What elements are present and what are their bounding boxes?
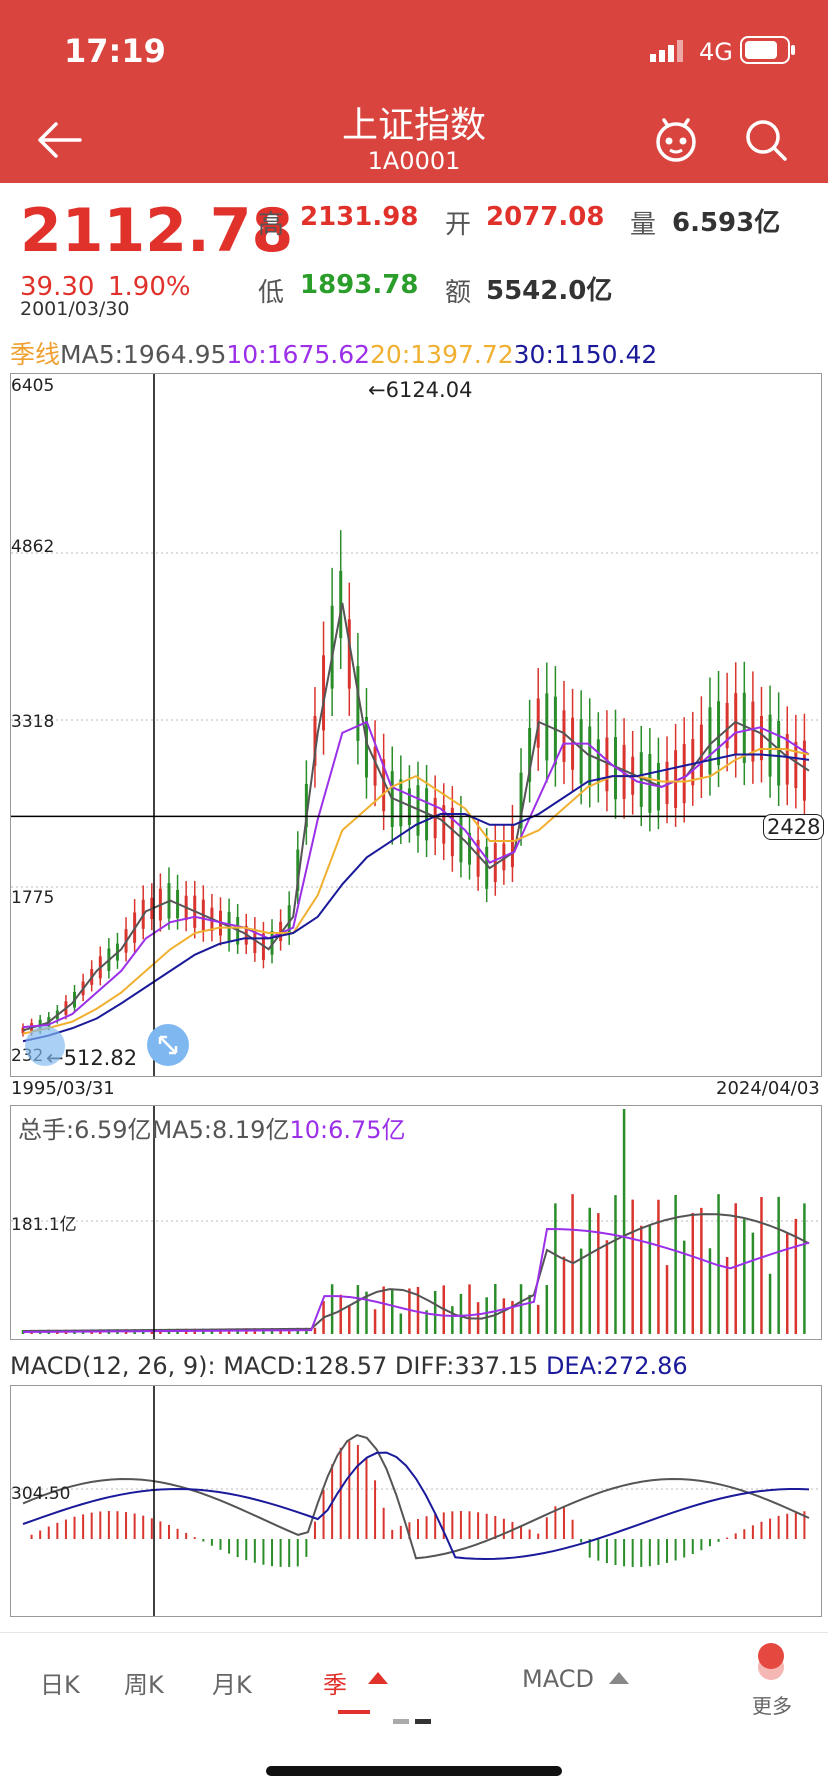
page-dot-2 (415, 1719, 431, 1724)
macd-params: MACD(12, 26, 9): (10, 1352, 216, 1380)
y-label-4: 1775 (11, 888, 55, 908)
tab-day-k[interactable]: 日K (40, 1671, 80, 1699)
diff-value: DIFF:337.15 (394, 1352, 539, 1380)
range-end-date: 2024/04/03 (716, 1078, 820, 1099)
search-icon[interactable] (744, 118, 788, 162)
amount-label: 额 (445, 278, 472, 308)
expand-icon[interactable] (147, 1024, 189, 1066)
battery-icon (740, 36, 795, 64)
tab-indicator-macd[interactable]: MACD (522, 1665, 594, 1693)
volume-ma5: MA5:8.19亿 (151, 1116, 290, 1144)
volume-ma10: 10:6.75亿 (289, 1116, 406, 1144)
quote-date: 2001/03/30 (20, 298, 130, 320)
macd-svg (11, 1386, 821, 1616)
macd-value: MACD:128.57 (223, 1352, 388, 1380)
back-arrow-icon[interactable] (36, 120, 84, 160)
y-label-2: 4862 (11, 537, 55, 557)
macd-legend: MACD(12, 26, 9): MACD:128.57 DIFF:337.15… (10, 1352, 688, 1380)
tab-month-k[interactable]: 月K (212, 1671, 252, 1699)
ma10-value: 10:1675.62 (226, 340, 371, 369)
y-label-3: 3318 (11, 712, 55, 732)
active-tab-underline (338, 1710, 370, 1714)
macd-dea-line (22, 1451, 810, 1560)
open-label: 开 (445, 210, 472, 240)
amount-value: 5542.0亿 (486, 276, 613, 306)
page-dot-1 (393, 1719, 409, 1724)
robot-assistant-icon[interactable] (652, 116, 700, 164)
low-label: 低 (258, 278, 285, 308)
page-title: 上证指数 (341, 105, 486, 146)
more-icon[interactable] (756, 1642, 786, 1682)
crosshair-value-badge: 2428 (763, 814, 825, 840)
max-price-marker: ←6124.04 (368, 378, 473, 402)
tab-divider (0, 1632, 828, 1633)
macd-diff-line (22, 1434, 810, 1560)
price-change-percent: 1.90% (108, 272, 191, 302)
stock-code: 1A0001 (367, 147, 461, 175)
volume-label: 量 (630, 210, 657, 240)
ma-legend: 季线MA5:1964.9510:1675.6220:1397.7230:1150… (10, 335, 657, 371)
volume-ma5-line (22, 1213, 810, 1332)
tab-week-k[interactable]: 周K (124, 1671, 164, 1699)
signal-icon (650, 40, 683, 62)
range-start-date: 1995/03/31 (11, 1078, 115, 1099)
volume-value: 6.593亿 (672, 208, 781, 238)
y-label-max: 6405 (11, 376, 55, 396)
volume-y-label: 181.1亿 (11, 1215, 77, 1235)
scroll-left-handle[interactable] (25, 1026, 65, 1066)
ma20-value: 20:1397.72 (370, 340, 514, 369)
dea-value: DEA:272.86 (545, 1352, 688, 1380)
tab-season-k[interactable]: 季 (323, 1671, 347, 1699)
macd-chart[interactable]: 304.50 (10, 1385, 822, 1617)
macd-y-label: 304.50 (11, 1484, 71, 1504)
season-dropdown-icon[interactable] (368, 1671, 388, 1685)
volume-chart[interactable]: 181.1亿 (10, 1105, 822, 1340)
volume-svg (11, 1106, 821, 1339)
volume-total: 总手:6.59亿 (18, 1116, 152, 1144)
kline-svg (11, 374, 821, 1076)
high-label: 高 (258, 210, 285, 240)
status-time: 17:19 (64, 32, 166, 70)
ma30-value: 30:1150.42 (513, 340, 658, 369)
home-indicator (266, 1766, 562, 1776)
low-value: 1893.78 (300, 270, 419, 300)
open-value: 2077.08 (486, 202, 605, 232)
price-change: 39.30 (20, 272, 95, 302)
ma5-value: MA5:1964.95 (60, 340, 227, 369)
current-price: 2112.78 (20, 196, 294, 266)
ma-period: 季线 (10, 340, 61, 369)
volume-ma10-line (22, 1228, 810, 1333)
indicator-dropdown-icon[interactable] (609, 1671, 629, 1685)
volume-legend: 总手:6.59亿MA5:8.19亿10:6.75亿 (18, 1110, 406, 1145)
high-value: 2131.98 (300, 202, 419, 232)
tab-more[interactable]: 更多 (752, 1694, 792, 1718)
ma-series-line-10 (22, 720, 810, 1029)
network-label: 4G (699, 38, 733, 66)
kline-chart[interactable]: 6405 4862 3318 1775 232 ←6124.04 ←512.82… (10, 373, 825, 1077)
